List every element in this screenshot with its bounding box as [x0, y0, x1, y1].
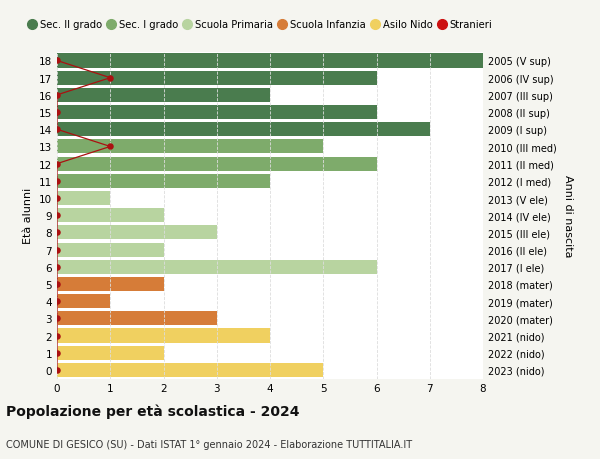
Point: [52, 195, 62, 202]
Bar: [57, 312, 217, 326]
Bar: [57, 209, 163, 223]
Point: [52, 229, 62, 236]
Bar: [57, 295, 110, 308]
Bar: [57, 89, 270, 103]
Text: COMUNE DI GESICO (SU) - Dati ISTAT 1° gennaio 2024 - Elaborazione TUTTITALIA.IT: COMUNE DI GESICO (SU) - Dati ISTAT 1° ge…: [6, 440, 412, 449]
Y-axis label: Anni di nascita: Anni di nascita: [563, 174, 573, 257]
Legend: Sec. II grado, Sec. I grado, Scuola Primaria, Scuola Infanzia, Asilo Nido, Stran: Sec. II grado, Sec. I grado, Scuola Prim…: [28, 20, 493, 30]
Text: Popolazione per età scolastica - 2024: Popolazione per età scolastica - 2024: [6, 404, 299, 419]
Point: [52, 349, 62, 357]
Point: [52, 58, 62, 65]
Bar: [57, 260, 377, 274]
Point: [52, 92, 62, 99]
Bar: [57, 106, 377, 120]
Bar: [57, 140, 323, 154]
Point: [52, 280, 62, 288]
Point: [52, 332, 62, 340]
Y-axis label: Età alunni: Età alunni: [23, 188, 34, 244]
Point: [52, 298, 62, 305]
Point: [52, 246, 62, 254]
Point: [52, 366, 62, 374]
Bar: [57, 157, 377, 171]
Point: [52, 315, 62, 322]
Point: [52, 109, 62, 117]
Point: [52, 212, 62, 219]
Bar: [57, 174, 270, 189]
Bar: [57, 72, 377, 85]
Bar: [57, 191, 110, 206]
Bar: [57, 329, 270, 343]
Bar: [57, 123, 430, 137]
Bar: [57, 243, 163, 257]
Bar: [57, 346, 163, 360]
Point: [52, 178, 62, 185]
Point: [106, 144, 115, 151]
Bar: [57, 226, 217, 240]
Bar: [57, 363, 323, 377]
Bar: [57, 277, 163, 291]
Point: [52, 126, 62, 134]
Bar: [57, 54, 483, 68]
Point: [106, 75, 115, 82]
Point: [52, 263, 62, 271]
Point: [52, 161, 62, 168]
